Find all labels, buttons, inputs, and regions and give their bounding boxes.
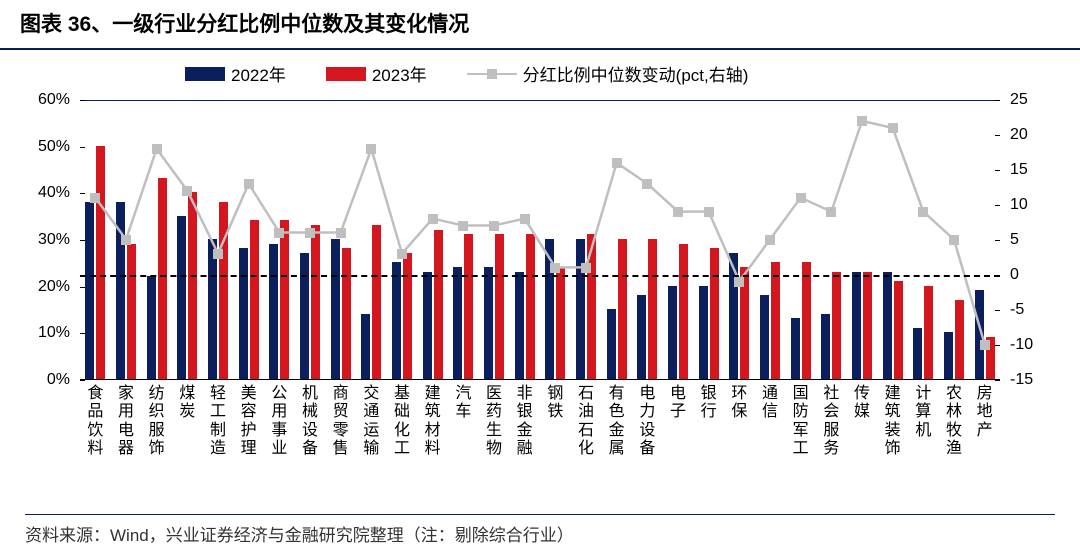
line-marker [213,249,223,259]
x-label: 社会服务 [821,385,841,459]
x-label: 商贸零售 [331,385,351,459]
y-right-label: 25 [1010,91,1055,109]
y-left-label: 50% [25,138,70,156]
y-left-label: 60% [25,91,70,109]
line-marker [581,263,591,273]
line-marker [796,193,806,203]
y-right-label: -5 [1010,301,1055,319]
line-marker [274,228,284,238]
line-marker [458,221,468,231]
y-left-label: 30% [25,231,70,249]
x-label: 房地产 [975,385,995,440]
x-label: 钢铁 [545,385,565,422]
x-label: 纺织服饰 [147,385,167,459]
y-left-label: 10% [25,324,70,342]
line-marker [121,235,131,245]
x-label: 银行 [699,385,719,422]
line-marker [765,235,775,245]
legend-label-delta: 分红比例中位数变动(pct,右轴) [523,61,749,86]
x-label: 煤炭 [177,385,197,422]
line-marker [734,277,744,287]
x-label: 基础化工 [392,385,412,459]
legend-line-icon [467,73,517,75]
y-right-label: -10 [1010,336,1055,354]
line-marker [182,186,192,196]
line-marker [949,235,959,245]
chart-title: 图表 36、一级行业分红比例中位数及其变化情况 [20,8,1060,38]
zero-line [80,275,1000,277]
line-marker [826,207,836,217]
line-marker [428,214,438,224]
x-label: 食品饮料 [85,385,105,459]
line-marker [857,116,867,126]
x-label: 交通运输 [361,385,381,459]
y-axis-right: -15-10-50510152025 [1005,100,1055,380]
x-label: 通信 [760,385,780,422]
line-marker [612,158,622,168]
x-label: 美容护理 [239,385,259,459]
y-right-label: 5 [1010,231,1055,249]
x-label: 建筑材料 [423,385,443,459]
source-footer: 资料来源：Wind，兴业证券经济与金融研究院整理（注：剔除综合行业） [25,514,1055,546]
x-label: 汽车 [453,385,473,422]
x-label: 医药生物 [484,385,504,459]
y-right-label: 20 [1010,126,1055,144]
x-label: 轻工制造 [208,385,228,459]
x-label: 非银金融 [515,385,535,459]
y-left-label: 40% [25,184,70,202]
line-marker [918,207,928,217]
x-label: 电力设备 [637,385,657,459]
line-marker [305,228,315,238]
line-marker [673,207,683,217]
x-label: 国防军工 [791,385,811,459]
line-marker [152,144,162,154]
y-left-label: 20% [25,278,70,296]
legend-item-2023: 2023年 [326,61,427,86]
legend: 2022年 2023年 分红比例中位数变动(pct,右轴) [185,61,748,86]
line-marker [366,144,376,154]
line-marker [90,193,100,203]
legend-item-delta: 分红比例中位数变动(pct,右轴) [467,61,749,86]
legend-swatch-2022 [185,67,225,81]
x-label: 家用电器 [116,385,136,459]
y-right-label: 10 [1010,196,1055,214]
x-label: 建筑装饰 [883,385,903,459]
line-marker [489,221,499,231]
legend-swatch-2023 [326,67,366,81]
x-label: 机械设备 [300,385,320,459]
markers-layer [80,100,1000,379]
x-label: 公用事业 [269,385,289,459]
x-label: 计算机 [913,385,933,440]
x-label: 环保 [729,385,749,422]
y-right-label: -15 [1010,371,1055,389]
x-label: 传媒 [852,385,872,422]
line-marker [336,228,346,238]
y-right-label: 0 [1010,266,1055,284]
line-marker [980,340,990,350]
x-axis-labels: 食品饮料家用电器纺织服饰煤炭轻工制造美容护理公用事业机械设备商贸零售交通运输基础… [80,385,1000,495]
line-marker [888,123,898,133]
x-label: 石油石化 [576,385,596,459]
legend-label-2023: 2023年 [372,61,427,86]
y-right-label: 15 [1010,161,1055,179]
y-axis-left: 0%10%20%30%40%50%60% [25,100,75,380]
line-marker [642,179,652,189]
line-marker [244,179,254,189]
legend-label-2022: 2022年 [231,61,286,86]
y-left-label: 0% [25,371,70,389]
chart-container: 2022年 2023年 分红比例中位数变动(pct,右轴) 0% 10% 20% 30… [25,55,1055,495]
line-marker [550,263,560,273]
plot-area [80,100,1000,380]
legend-item-2022: 2022年 [185,61,286,86]
x-label: 电子 [668,385,688,422]
line-marker [397,249,407,259]
line-marker [704,207,714,217]
x-label: 有色金属 [607,385,627,459]
line-marker [520,214,530,224]
x-label: 农林牧渔 [944,385,964,459]
